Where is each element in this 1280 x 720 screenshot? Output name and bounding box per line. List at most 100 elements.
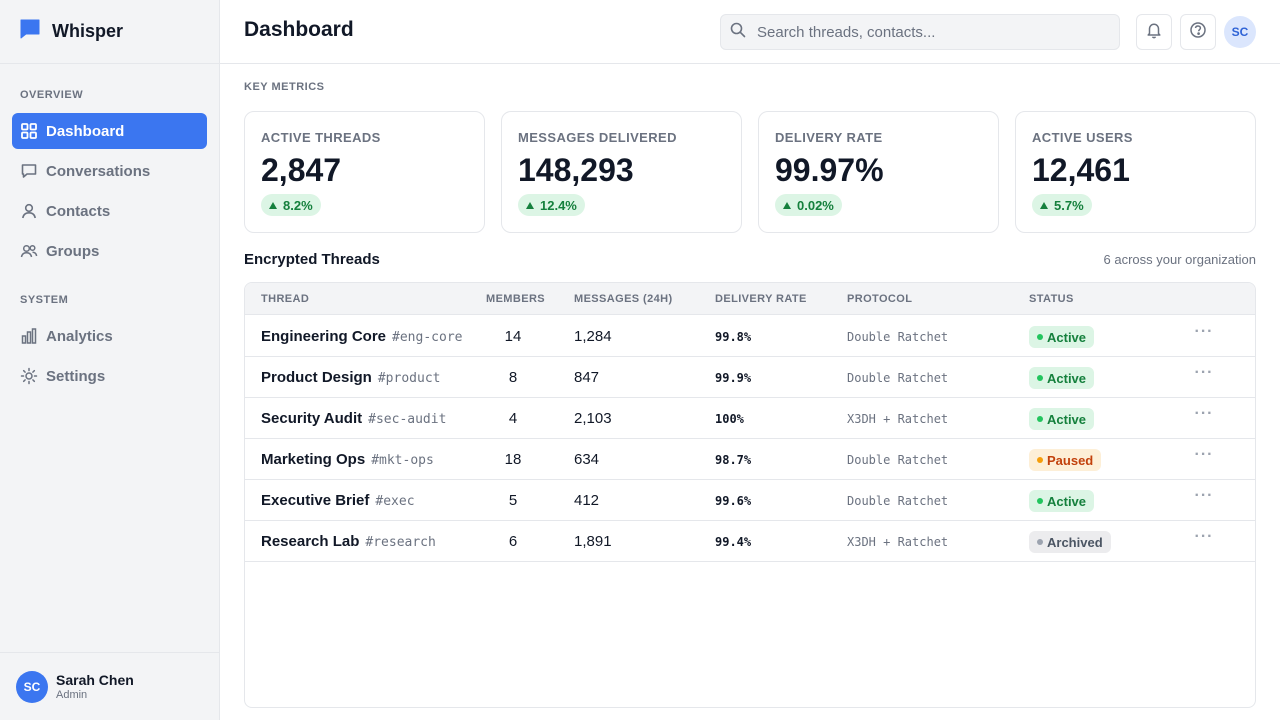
metric-card-messages-delivered: MESSAGES DELIVERED 148,293 12.4% [501, 111, 742, 233]
key-metrics-label: KEY METRICS [244, 81, 325, 93]
sidebar: Whisper OVERVIEW Dashboard Conversations… [0, 0, 220, 720]
thread-name[interactable]: Security Audit #sec-audit [261, 410, 446, 427]
arrow-up-icon [783, 201, 791, 209]
thread-name-text: Security Audit [261, 410, 363, 427]
sidebar-item-contacts[interactable]: Contacts [12, 193, 207, 229]
protocol: X3DH + Ratchet [847, 535, 949, 549]
bar-chart-icon [20, 327, 38, 345]
metric-value: 2,847 [261, 152, 342, 188]
notifications-button[interactable] [1136, 14, 1172, 50]
thread-name[interactable]: Research Lab #research [261, 533, 436, 550]
search-bar[interactable] [720, 14, 1120, 50]
messages-count: 2,103 [574, 410, 612, 427]
column-header-members[interactable]: MEMBERS [486, 293, 546, 305]
more-actions-button[interactable]: ··· [1194, 323, 1214, 340]
grid-icon [20, 122, 38, 140]
thread-tag: #research [365, 535, 436, 550]
table-row[interactable]: Product Design #product 8 847 99.9% Doubl… [245, 357, 1255, 398]
table-row[interactable]: Marketing Ops #mkt-ops 18 634 98.7% Doubl… [245, 439, 1255, 480]
sidebar-item-label: Contacts [46, 202, 111, 220]
delta-badge: 0.02% [775, 194, 842, 216]
thread-name-text: Marketing Ops [261, 451, 366, 468]
sidebar-item-label: Conversations [46, 162, 151, 180]
help-button[interactable] [1180, 14, 1216, 50]
more-actions-button[interactable]: ··· [1194, 487, 1214, 504]
metric-value: 12,461 [1032, 152, 1130, 188]
arrow-up-icon [526, 201, 534, 209]
user-profile[interactable]: SC Sarah Chen Admin [0, 652, 219, 720]
threads-table: THREAD MEMBERS MESSAGES (24H) DELIVERY R… [244, 282, 1256, 708]
page-title: Dashboard [244, 18, 354, 41]
message-icon [20, 162, 38, 180]
messages-count: 634 [574, 451, 600, 468]
sidebar-item-conversations[interactable]: Conversations [12, 153, 207, 189]
thread-name[interactable]: Engineering Core #eng-core [261, 328, 462, 345]
thread-name-text: Product Design [261, 369, 372, 386]
thread-name-text: Engineering Core [261, 328, 387, 345]
delivery-rate: 99.6% [715, 494, 752, 508]
column-header-messages[interactable]: MESSAGES (24H) [574, 293, 673, 305]
metric-label: DELIVERY RATE [775, 130, 883, 145]
app-name: Whisper [52, 21, 124, 41]
members-count: 5 [508, 492, 518, 509]
thread-name[interactable]: Marketing Ops #mkt-ops [261, 451, 434, 468]
sidebar-item-settings[interactable]: Settings [12, 358, 207, 394]
status-dot [1037, 457, 1043, 463]
status-badge: Active [1029, 490, 1095, 512]
thread-name-text: Research Lab [261, 533, 360, 550]
members-count: 4 [508, 410, 518, 427]
metric-value: 148,293 [518, 152, 634, 188]
table-row[interactable]: Executive Brief #exec 5 412 99.6% Double … [245, 480, 1255, 521]
status-text: Active [1047, 493, 1087, 509]
column-header-thread[interactable]: THREAD [261, 293, 310, 305]
column-header-status[interactable]: STATUS [1029, 293, 1074, 305]
delivery-rate: 99.4% [715, 535, 752, 549]
metric-card-active-users: ACTIVE USERS 12,461 5.7% [1015, 111, 1256, 233]
table-row[interactable]: Security Audit #sec-audit 4 2,103 100% X3… [245, 398, 1255, 439]
search-input[interactable] [757, 23, 1097, 41]
sidebar-item-label: Analytics [46, 327, 113, 345]
arrow-up-icon [1040, 201, 1048, 209]
messages-count: 412 [574, 492, 600, 509]
status-badge: Active [1029, 408, 1095, 430]
delivery-rate: 99.9% [715, 371, 752, 385]
thread-tag: #mkt-ops [371, 453, 434, 468]
more-actions-button[interactable]: ··· [1194, 446, 1214, 463]
user-icon [20, 202, 38, 220]
sidebar-item-label: Settings [46, 367, 106, 385]
status-text: Archived [1047, 534, 1103, 550]
delta-badge: 8.2% [261, 194, 321, 216]
table-row[interactable]: Research Lab #research 6 1,891 99.4% X3DH… [245, 521, 1255, 562]
section-label-system: SYSTEM [20, 294, 69, 306]
protocol: Double Ratchet [847, 330, 949, 344]
more-actions-button[interactable]: ··· [1194, 528, 1214, 545]
more-actions-button[interactable]: ··· [1194, 405, 1214, 422]
table-row[interactable]: Engineering Core #eng-core 14 1,284 99.8%… [245, 316, 1255, 357]
sidebar-item-groups[interactable]: Groups [12, 233, 207, 269]
sidebar-item-label: Groups [46, 242, 100, 260]
protocol: Double Ratchet [847, 453, 949, 467]
delta-value: 0.02% [797, 197, 834, 213]
header: Dashboard SC [220, 0, 1280, 64]
messages-count: 1,284 [574, 328, 612, 345]
more-actions-button[interactable]: ··· [1194, 364, 1214, 381]
sun-gear-icon [20, 367, 38, 385]
delivery-rate: 100% [715, 412, 744, 426]
header-avatar[interactable]: SC [1224, 16, 1256, 48]
metric-label: ACTIVE USERS [1032, 130, 1133, 145]
protocol: Double Ratchet [847, 494, 949, 508]
column-header-delivery-rate[interactable]: DELIVERY RATE [715, 293, 807, 305]
thread-name[interactable]: Executive Brief #exec [261, 492, 415, 509]
help-circle-icon [1189, 21, 1207, 44]
column-header-protocol[interactable]: PROTOCOL [847, 293, 913, 305]
status-dot [1037, 334, 1043, 340]
brand[interactable]: Whisper [0, 0, 219, 64]
status-dot [1037, 375, 1043, 381]
status-text: Active [1047, 370, 1087, 386]
sidebar-item-dashboard[interactable]: Dashboard [12, 113, 207, 149]
delivery-rate: 99.8% [715, 330, 752, 344]
avatar: SC [16, 670, 48, 703]
sidebar-item-analytics[interactable]: Analytics [12, 318, 207, 354]
users-icon [20, 242, 38, 260]
thread-name[interactable]: Product Design #product [261, 369, 440, 386]
